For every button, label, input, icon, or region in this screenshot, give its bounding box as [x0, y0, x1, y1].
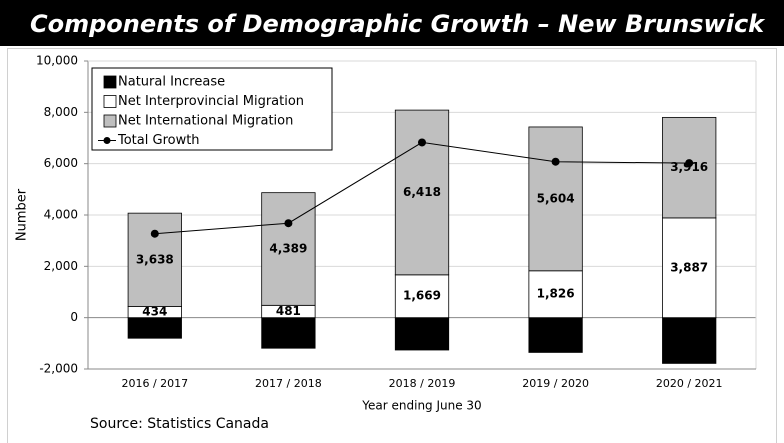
x-axis-title: Year ending June 30: [361, 399, 481, 413]
line-point: [150, 229, 159, 238]
y-tick-label: 10,000: [36, 54, 78, 68]
source: Source: Statistics Canada: [90, 416, 269, 432]
x-tick-label: 2020 / 2021: [656, 377, 723, 390]
legend-label: Net Interprovincial Migration: [118, 94, 304, 109]
legend-label: Total Growth: [117, 133, 200, 148]
data-label: -1,354: [534, 328, 577, 342]
bar-segment: [528, 126, 583, 272]
line-point: [685, 159, 694, 168]
title-bar: [0, 0, 784, 46]
bar-segment: [261, 192, 316, 306]
data-label: -1,190: [267, 325, 310, 339]
data-label: 6,418: [403, 185, 441, 199]
data-label: 434: [142, 305, 167, 319]
data-label: 1,669: [403, 289, 441, 303]
y-tick-label: 4,000: [44, 208, 78, 222]
y-tick-label: 6,000: [44, 156, 78, 170]
data-label: 5,604: [537, 191, 575, 205]
data-label: -1,260: [401, 326, 444, 340]
bar-segment: [662, 317, 717, 364]
x-tick-label: 2019 / 2020: [522, 377, 589, 390]
y-tick-label: 8,000: [44, 105, 78, 119]
data-label: 3,916: [670, 160, 708, 174]
bar-segment: [394, 317, 450, 351]
legend-dot: [103, 137, 111, 144]
data-label: -1,782: [668, 333, 711, 347]
chart-frame: [7, 48, 777, 443]
legend-swatch: [103, 75, 117, 89]
y-tick-label: 0: [70, 310, 78, 324]
x-tick-label: 2016 / 2017: [121, 377, 188, 390]
legend-swatch: [103, 114, 117, 128]
y-tick-label: 2,000: [44, 259, 78, 273]
bar-segment: [528, 317, 583, 353]
x-tick-label: 2018 / 2019: [389, 377, 456, 390]
data-label: 3,887: [670, 260, 708, 274]
data-label: 1,826: [537, 287, 575, 301]
legend-label: Natural Increase: [118, 75, 225, 90]
y-tick-label: -2,000: [39, 362, 78, 376]
bar-segment: [394, 109, 450, 276]
bar-segment: [662, 217, 717, 319]
legend-swatch: [103, 95, 117, 108]
bar-segment: [394, 274, 450, 319]
data-label: -801: [140, 320, 170, 334]
line-point: [418, 138, 426, 147]
legend-box: [91, 67, 333, 151]
legend-label: Net International Migration: [118, 114, 293, 129]
x-tick-label: 2017 / 2018: [255, 377, 322, 390]
line-point: [284, 219, 293, 228]
data-label: 481: [276, 304, 301, 318]
y-axis-title: Number: [15, 188, 30, 241]
line-point: [551, 157, 560, 166]
bar-segment: [528, 270, 583, 319]
data-label: 3,638: [136, 252, 174, 266]
data-label: 4,389: [269, 241, 307, 255]
bar-segment: [127, 212, 182, 307]
chart-title: Components of Demographic Growth – New B…: [30, 10, 766, 38]
bar-segment: [662, 116, 717, 219]
